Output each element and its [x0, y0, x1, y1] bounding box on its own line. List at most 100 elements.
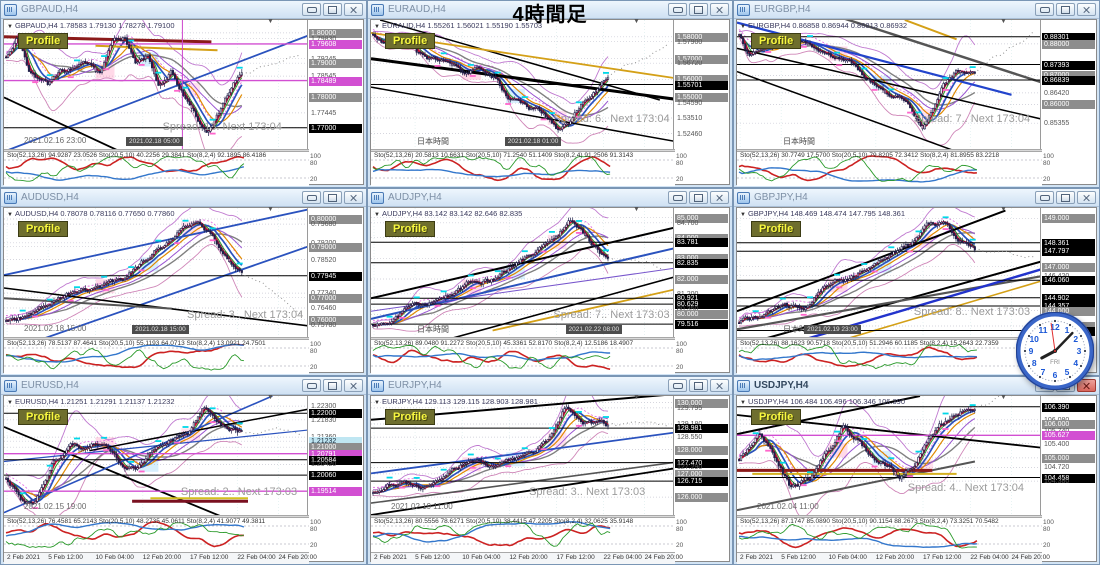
- chart-canvas[interactable]: ▼ AUDUSD,H4 0.78078 0.78116 0.77650 0.778…: [4, 206, 309, 337]
- close-button[interactable]: [710, 3, 729, 16]
- price-label: 0.88000: [1042, 39, 1095, 49]
- close-button[interactable]: [1077, 379, 1096, 392]
- ohlc-header: ▼ GBPAUD,H4 1.78583 1.79130 1.78278 1.791…: [7, 21, 175, 30]
- window-titlebar[interactable]: GBPJPY,H4: [734, 189, 1099, 207]
- minimize-button[interactable]: [1035, 191, 1054, 204]
- profile-button[interactable]: Profile: [751, 409, 802, 425]
- window-titlebar[interactable]: AUDUSD,H4: [1, 189, 366, 207]
- spread-label: Spread: 8.. Next 173:03: [913, 306, 1031, 319]
- price-scale[interactable]: 106.390106.080106.000105.740105.627105.4…: [1040, 396, 1096, 561]
- close-button[interactable]: [344, 191, 363, 204]
- restore-button[interactable]: [1056, 191, 1075, 204]
- time-axis[interactable]: 2 Feb 2021 5 Feb 12:00 10 Feb 04:00 12 Feb …: [737, 552, 1050, 564]
- indicator-pane[interactable]: Sto(52,13,26) 30.7749 17.5700 Sto(20,5,1…: [737, 152, 1042, 186]
- profile-button[interactable]: Profile: [385, 409, 436, 425]
- profile-button[interactable]: Profile: [18, 409, 69, 425]
- svg-text:5: 5: [1065, 367, 1070, 377]
- chart-canvas[interactable]: ▼ EURAUD,H4 1.55261 1.56021 1.55190 1.557…: [371, 18, 675, 149]
- close-button[interactable]: [1077, 3, 1096, 16]
- chart-canvas[interactable]: ▼ GBPJPY,H4 148.469 148.474 147.795 148.3…: [737, 206, 1042, 337]
- profile-button[interactable]: Profile: [751, 33, 802, 49]
- window-titlebar[interactable]: EURJPY,H4: [368, 377, 732, 395]
- pane-splitter[interactable]: [4, 337, 309, 340]
- chart-canvas[interactable]: ▼ EURUSD,H4 1.21251 1.21291 1.21137 1.212…: [4, 394, 309, 515]
- profile-button[interactable]: Profile: [385, 221, 436, 237]
- chart-window-icon: [737, 3, 750, 16]
- minimize-button[interactable]: [302, 379, 321, 392]
- chart-canvas[interactable]: ▼ EURJPY,H4 129.113 129.115 128.903 128.9…: [371, 394, 675, 515]
- time-tooltip: 2021.02.18 01:00: [504, 137, 562, 146]
- restore-button[interactable]: [1056, 3, 1075, 16]
- profile-button[interactable]: Profile: [385, 33, 436, 49]
- price-label: 106.000: [1042, 419, 1095, 429]
- time-axis-label: 22 Feb 04:00: [237, 554, 276, 561]
- pane-splitter[interactable]: [737, 515, 1042, 518]
- indicator-pane[interactable]: Sto(52,13,26) 89.0480 91.2272 Sto(20,5,1…: [371, 340, 675, 374]
- chart-body: ▼ AUDUSD,H4 0.78078 0.78116 0.77650 0.778…: [3, 206, 364, 374]
- restore-button[interactable]: [689, 3, 708, 16]
- price-scale[interactable]: 0.800000.796800.792000.790000.785200.779…: [307, 208, 363, 372]
- chart-canvas[interactable]: ▼ GBPAUD,H4 1.78583 1.79130 1.78278 1.791…: [4, 18, 309, 149]
- chart-canvas[interactable]: ▼ EURGBP,H4 0.86858 0.86944 0.86813 0.869…: [737, 18, 1042, 149]
- restore-button[interactable]: [689, 379, 708, 392]
- chart-canvas[interactable]: ▼ USDJPY,H4 106.484 106.496 106.346 106.3…: [737, 394, 1042, 515]
- restore-button[interactable]: [323, 3, 342, 16]
- minimize-button[interactable]: [302, 3, 321, 16]
- indicator-pane[interactable]: Sto(52,13,26) 87.1747 85.0890 Sto(20,5,1…: [737, 518, 1042, 552]
- indicator-pane[interactable]: Sto(52,13,26) 76.4581 65.2143 Sto(20,5,1…: [4, 518, 309, 552]
- indicator-pane[interactable]: Sto(52,13,26) 78.5137 87.4641 Sto(20,5,1…: [4, 340, 309, 374]
- close-button[interactable]: [1077, 191, 1096, 204]
- minimize-button[interactable]: [668, 191, 687, 204]
- price-label: 0.76460: [311, 304, 337, 312]
- time-axis[interactable]: 2 Feb 2021 5 Feb 12:00 10 Feb 04:00 12 Feb …: [4, 552, 317, 564]
- pane-splitter[interactable]: [371, 515, 675, 518]
- pane-splitter[interactable]: [4, 149, 309, 152]
- price-scale[interactable]: 1.223001.220001.218301.213601.212321.210…: [307, 396, 363, 561]
- analog-clock[interactable]: 12 1 2 3 4 5 6 7 8 9 10 11 FRI: [1015, 311, 1095, 391]
- minimize-button[interactable]: [668, 3, 687, 16]
- window-titlebar[interactable]: EURAUD,H4: [368, 1, 732, 19]
- window-titlebar[interactable]: EURGBP,H4: [734, 1, 1099, 19]
- profile-button[interactable]: Profile: [18, 221, 69, 237]
- pane-splitter[interactable]: [4, 515, 309, 518]
- restore-button[interactable]: [323, 191, 342, 204]
- indicator-pane[interactable]: Sto(52,13,26) 94.9287 23.0526 Sto(20,5,1…: [4, 152, 309, 186]
- indicator-scale-label: 100: [310, 341, 321, 348]
- restore-button[interactable]: [323, 379, 342, 392]
- price-label: 1.53510: [677, 115, 703, 123]
- window-title: EURUSD,H4: [21, 380, 79, 391]
- window-titlebar[interactable]: EURUSD,H4: [1, 377, 366, 395]
- spread-label: Spread: 7.. Next 173:04: [913, 112, 1031, 125]
- pane-splitter[interactable]: [737, 149, 1042, 152]
- window-titlebar[interactable]: GBPAUD,H4: [1, 1, 366, 19]
- pane-splitter[interactable]: [371, 149, 675, 152]
- minimize-button[interactable]: [302, 191, 321, 204]
- time-axis[interactable]: 2 Feb 2021 5 Feb 12:00 10 Feb 04:00 12 Feb …: [371, 552, 683, 564]
- window-titlebar[interactable]: AUDJPY,H4: [368, 189, 732, 207]
- close-button[interactable]: [344, 379, 363, 392]
- minimize-button[interactable]: [1035, 3, 1054, 16]
- profile-button[interactable]: Profile: [18, 33, 69, 49]
- chart-window-gbpjpy: GBPJPY,H4 ▼ GBPJPY,H4 148.469 148.474 147…: [733, 188, 1100, 376]
- japan-time-label: 日本時間: [783, 137, 815, 146]
- close-button[interactable]: [344, 3, 363, 16]
- indicator-pane[interactable]: Sto(52,13,26) 80.5556 78.6271 Sto(20,5,1…: [371, 518, 675, 552]
- profile-button[interactable]: Profile: [751, 221, 802, 237]
- pane-splitter[interactable]: [737, 337, 1042, 340]
- price-label: 146.420: [1042, 272, 1095, 281]
- pane-splitter[interactable]: [371, 337, 675, 340]
- chart-canvas[interactable]: ▼ AUDJPY,H4 83.142 83.142 82.646 82.835 P…: [371, 206, 675, 337]
- close-button[interactable]: [710, 191, 729, 204]
- restore-button[interactable]: [689, 191, 708, 204]
- minimize-icon: [306, 382, 317, 389]
- price-scale[interactable]: 130.000129.795129.180128.981128.550128.0…: [673, 396, 729, 561]
- indicator-pane[interactable]: Sto(52,13,26) 20.5813 10.6631 Sto(20,5,1…: [371, 152, 675, 186]
- indicator-pane[interactable]: Sto(52,13,26) 88.1623 90.5718 Sto(20,5,1…: [737, 340, 1042, 374]
- close-button[interactable]: [710, 379, 729, 392]
- minimize-button[interactable]: [668, 379, 687, 392]
- window-controls: [666, 191, 729, 204]
